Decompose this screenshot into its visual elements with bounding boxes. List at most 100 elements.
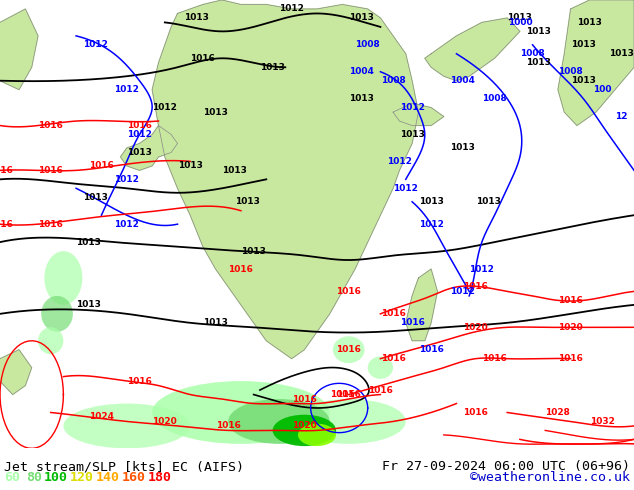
Text: 1012: 1012 [114, 85, 139, 94]
Text: 1016: 1016 [127, 377, 152, 386]
Text: 1016: 1016 [463, 408, 488, 417]
Text: 12: 12 [615, 112, 628, 121]
Text: 60: 60 [4, 471, 20, 484]
Ellipse shape [44, 251, 82, 305]
Text: 1013: 1013 [571, 76, 596, 85]
Ellipse shape [292, 399, 406, 444]
Text: 1013: 1013 [450, 144, 476, 152]
Polygon shape [393, 103, 444, 125]
Text: 100: 100 [44, 471, 68, 484]
Text: 1020: 1020 [152, 417, 178, 426]
Ellipse shape [228, 399, 330, 444]
Text: 1020: 1020 [558, 323, 583, 332]
Text: 1013: 1013 [609, 49, 634, 58]
Polygon shape [406, 269, 437, 341]
Text: 1008: 1008 [380, 76, 406, 85]
Text: 1016: 1016 [0, 166, 13, 175]
Text: 1020: 1020 [292, 421, 317, 430]
Polygon shape [0, 350, 32, 394]
Text: Jet stream/SLP [kts] EC (AIFS): Jet stream/SLP [kts] EC (AIFS) [4, 460, 244, 473]
Text: 1016: 1016 [336, 345, 361, 354]
Text: 1013: 1013 [526, 27, 552, 36]
Text: 1012: 1012 [393, 184, 418, 193]
Text: 1016: 1016 [399, 318, 425, 327]
Text: 1004: 1004 [349, 67, 374, 76]
Text: 1012: 1012 [114, 220, 139, 229]
Text: 1032: 1032 [590, 417, 615, 426]
Ellipse shape [273, 415, 336, 446]
Text: 1016: 1016 [482, 354, 507, 363]
Text: 1013: 1013 [82, 193, 108, 202]
Text: Fr 27-09-2024 06:00 UTC (06+96): Fr 27-09-2024 06:00 UTC (06+96) [382, 460, 630, 473]
Polygon shape [558, 0, 634, 125]
Text: 1016: 1016 [336, 390, 361, 399]
Text: 1000: 1000 [508, 18, 532, 27]
Text: 1016: 1016 [558, 296, 583, 305]
Text: 1012: 1012 [279, 4, 304, 13]
Text: 180: 180 [148, 471, 172, 484]
Text: 1016: 1016 [190, 54, 216, 63]
Text: 1013: 1013 [203, 108, 228, 117]
Text: 1015: 1015 [330, 390, 355, 399]
Ellipse shape [63, 404, 190, 448]
Text: 1013: 1013 [507, 13, 533, 23]
Text: 1013: 1013 [127, 148, 152, 157]
Text: 1013: 1013 [349, 13, 374, 23]
Text: 1013: 1013 [349, 94, 374, 103]
Text: 140: 140 [96, 471, 120, 484]
Text: 80: 80 [26, 471, 42, 484]
Text: 1008: 1008 [482, 94, 507, 103]
Text: 1012: 1012 [114, 175, 139, 184]
Text: 1024: 1024 [89, 413, 114, 421]
Text: 1028: 1028 [545, 408, 571, 417]
Text: 1008: 1008 [355, 40, 380, 49]
Text: 120: 120 [70, 471, 94, 484]
Text: 1012: 1012 [450, 287, 476, 296]
Text: 1012: 1012 [418, 220, 444, 229]
Text: 1012: 1012 [82, 40, 108, 49]
Polygon shape [0, 9, 38, 90]
Text: 1016: 1016 [0, 220, 13, 229]
Polygon shape [152, 0, 418, 359]
Text: 1016: 1016 [38, 220, 63, 229]
Text: 1016: 1016 [292, 394, 317, 404]
Text: 1013: 1013 [184, 13, 209, 23]
Text: 1016: 1016 [38, 121, 63, 130]
Text: 1013: 1013 [178, 161, 203, 171]
Polygon shape [120, 125, 178, 171]
Text: 1016: 1016 [127, 121, 152, 130]
Text: 100: 100 [593, 85, 612, 94]
Text: 1016: 1016 [418, 345, 444, 354]
Text: 1016: 1016 [380, 354, 406, 363]
Text: 1012: 1012 [469, 265, 495, 273]
Text: 1008: 1008 [520, 49, 545, 58]
Text: 1013: 1013 [399, 130, 425, 139]
Text: 1013: 1013 [222, 166, 247, 175]
Text: 1013: 1013 [241, 246, 266, 256]
Text: 1016: 1016 [216, 421, 241, 430]
Text: 1012: 1012 [399, 103, 425, 112]
Text: 1013: 1013 [235, 197, 260, 206]
Text: 1016: 1016 [463, 282, 488, 292]
Ellipse shape [368, 356, 393, 379]
Text: 1013: 1013 [260, 63, 285, 72]
Text: 1012: 1012 [152, 103, 178, 112]
Polygon shape [425, 18, 520, 81]
Text: ©weatheronline.co.uk: ©weatheronline.co.uk [470, 471, 630, 484]
Text: 1013: 1013 [571, 40, 596, 49]
Ellipse shape [152, 381, 330, 444]
Ellipse shape [298, 424, 336, 446]
Text: 1008: 1008 [558, 67, 583, 76]
Text: 1016: 1016 [38, 166, 63, 175]
Text: 1013: 1013 [203, 318, 228, 327]
Text: 160: 160 [122, 471, 146, 484]
Text: 1013: 1013 [76, 300, 101, 309]
Text: 1016: 1016 [380, 309, 406, 318]
Text: 1020: 1020 [463, 323, 488, 332]
Text: 1012: 1012 [387, 157, 412, 166]
Ellipse shape [38, 327, 63, 354]
Ellipse shape [41, 296, 73, 332]
Text: 1016: 1016 [368, 386, 393, 394]
Text: 1013: 1013 [526, 58, 552, 67]
Text: 1016: 1016 [89, 161, 114, 171]
